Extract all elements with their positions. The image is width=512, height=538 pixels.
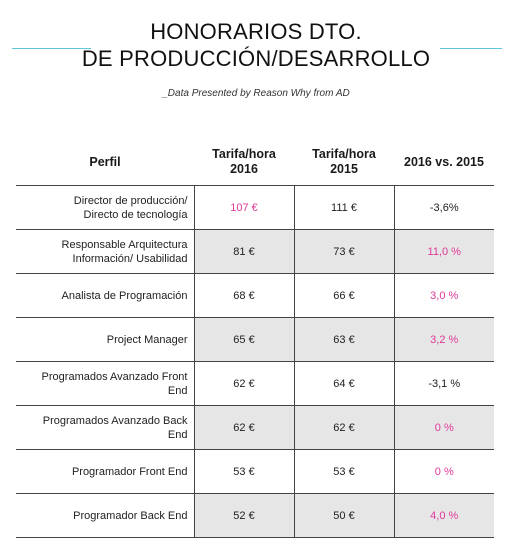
change-cell: 11,0 %	[393, 229, 494, 274]
rate-2016-cell: 68 €	[193, 273, 295, 318]
table-row: Programador Front End 53 €53 €0 %	[16, 449, 494, 494]
change-cell: 4,0 %	[393, 493, 494, 538]
header-rate-2016-line2: 2016	[230, 162, 258, 176]
row-perfil: Programados Avanzado Back End	[16, 405, 195, 450]
rate-2015-cell: 111 €	[293, 185, 395, 230]
rate-2016-cell: 52 €	[193, 493, 295, 538]
title-rule-right	[440, 48, 502, 49]
row-perfil: Programados Avanzado Front End	[16, 361, 195, 406]
rate-2015-cell: 53 €	[293, 449, 395, 494]
change-cell: -3,6%	[393, 185, 494, 230]
perfil-line1: Programador Front End	[71, 465, 188, 478]
header-rate-2016: Tarifa/hora 2016	[194, 139, 294, 186]
change-cell: 3,2 %	[393, 317, 494, 362]
header-rate-2015-line1: Tarifa/hora	[312, 147, 376, 161]
perfil-line1: Programados Avanzado Back	[42, 414, 188, 427]
perfil-line1: Programados Avanzado Front	[41, 370, 188, 383]
table-row: Programador Back End 52 €50 €4,0 %	[16, 493, 494, 538]
title-line-2: DE PRODUCCIÓN/DESARROLLO	[81, 46, 431, 71]
rate-2016-cell: 62 €	[193, 405, 295, 450]
header-change: 2016 vs. 2015	[404, 154, 484, 169]
change-cell: -3,1 %	[393, 361, 494, 406]
change-cell: 0 %	[393, 449, 494, 494]
perfil-line2: End	[167, 384, 188, 397]
row-perfil: Director de producción/Directo de tecnol…	[16, 185, 195, 230]
table-row: Programados Avanzado Back End 62 €62 €0 %	[16, 405, 494, 450]
table-row: Director de producción/Directo de tecnol…	[16, 185, 494, 230]
perfil-line2: Información/ Usabilidad	[72, 252, 188, 265]
rate-2016-cell: 65 €	[193, 317, 295, 362]
perfil-line1: Programador Back End	[73, 509, 188, 522]
table-header-row: Perfil Tarifa/hora 2016 Tarifa/hora 2015…	[16, 139, 494, 186]
row-perfil: Responsable Arquitectura Información/ Usa…	[16, 229, 195, 274]
header-rate-2016-line1: Tarifa/hora	[212, 147, 276, 161]
row-perfil: Programador Front End	[16, 449, 195, 494]
table-body: Director de producción/Directo de tecnol…	[16, 185, 494, 538]
rate-2015-cell: 50 €	[293, 493, 395, 538]
rate-2016-cell: 62 €	[193, 361, 295, 406]
row-perfil: Project Manager	[16, 317, 195, 362]
rate-2015-cell: 64 €	[293, 361, 395, 406]
header-perfil: Perfil	[89, 154, 121, 169]
table-row: Analista de Programación 68 €66 €3,0 %	[16, 273, 494, 318]
rate-2016-cell: 81 €	[193, 229, 295, 274]
perfil-line2: Directo de tecnología	[83, 208, 188, 221]
rates-table: Perfil Tarifa/hora 2016 Tarifa/hora 2015…	[16, 139, 494, 538]
perfil-line1: Project Manager	[106, 333, 188, 346]
header-rate-2015: Tarifa/hora 2015	[294, 139, 394, 186]
rate-2015-cell: 63 €	[293, 317, 395, 362]
change-cell: 0 %	[393, 405, 494, 450]
perfil-line1: Director de producción/	[73, 194, 188, 207]
rate-2015-cell: 73 €	[293, 229, 395, 274]
row-perfil: Programador Back End	[16, 493, 195, 538]
table-row: Responsable Arquitectura Información/ Usa…	[16, 229, 494, 274]
perfil-line1: Analista de Programación	[61, 289, 188, 302]
header-rate-2015-line2: 2015	[330, 162, 358, 176]
perfil-line2: End	[167, 428, 188, 441]
rate-2016-cell: 53 €	[193, 449, 295, 494]
rate-2016-cell: 107 €	[193, 185, 295, 230]
row-perfil: Analista de Programación	[16, 273, 195, 318]
subtitle: _Data Presented by Reason Why from AD	[162, 88, 350, 99]
title-rule-left	[12, 48, 91, 49]
table-row: Project Manager 65 €63 €3,2 %	[16, 317, 494, 362]
perfil-line1: Responsable Arquitectura	[61, 238, 188, 251]
title-line-1: HONORARIOS DTO.	[150, 19, 362, 44]
change-cell: 3,0 %	[393, 273, 494, 318]
table-row: Programados Avanzado Front End 62 €64 € -3,…	[16, 361, 494, 406]
rate-2015-cell: 62 €	[293, 405, 395, 450]
rate-2015-cell: 66 €	[293, 273, 395, 318]
